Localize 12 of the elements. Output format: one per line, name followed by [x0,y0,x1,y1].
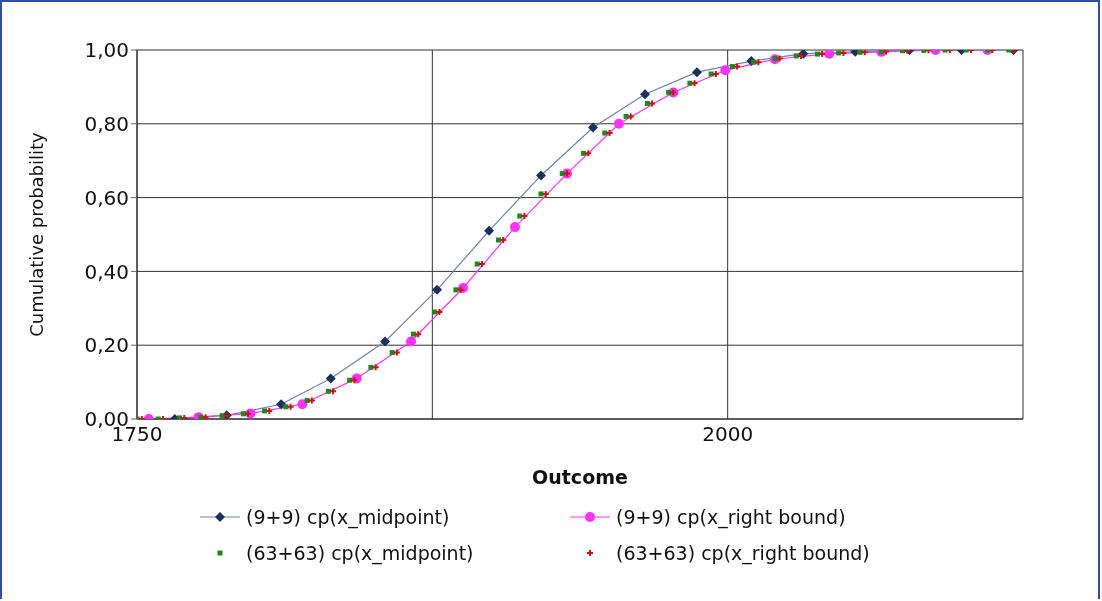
y-tick-label: 0,60 [84,185,129,210]
y-tick-label: 0,80 [84,111,129,136]
legend-label: (9+9) cp(x_right bound) [616,506,846,528]
y-axis-title: Cumulative probability [26,131,48,337]
y-tick-label: 0,40 [84,259,129,284]
x-tick-label: 2000 [702,422,754,447]
legend-label: (63+63) cp(x_right bound) [616,542,870,564]
legend-label: (9+9) cp(x_midpoint) [246,506,450,528]
y-tick-label: 1,00 [84,38,129,63]
y-tick-label: 0,20 [84,333,129,358]
x-axis-title: Outcome [532,466,628,488]
legend-label: (63+63) cp(x_midpoint) [246,542,474,564]
